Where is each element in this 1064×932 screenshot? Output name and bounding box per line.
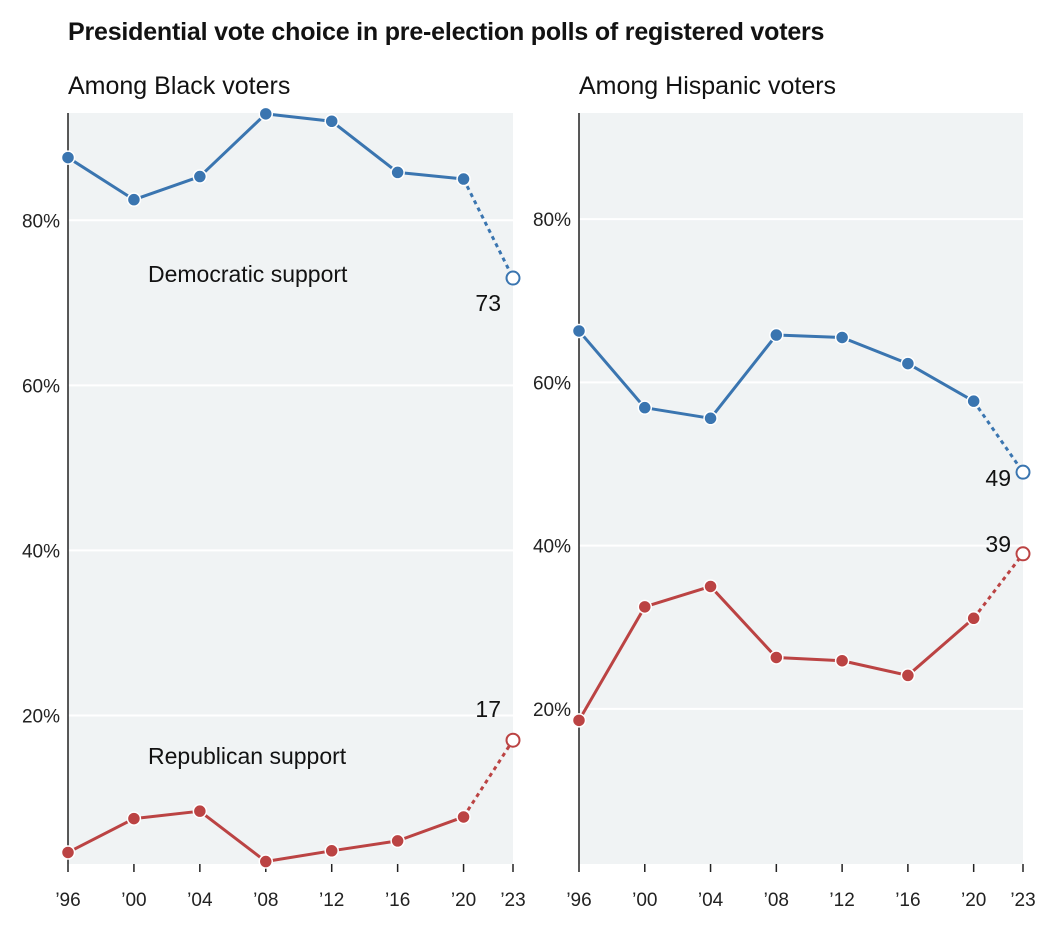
data-point-republican [324,843,339,859]
data-point-republican [126,811,142,826]
x-tick-label: ’16 [385,890,410,911]
panel-title-black: Among Black voters [68,72,291,100]
data-point-republican [192,803,208,819]
plot-background [68,113,513,864]
data-point-republican-latest [505,732,521,748]
y-tick-label: 60% [533,373,571,394]
x-tick-label: ’16 [895,890,920,911]
end-value-label: 73 [475,290,501,316]
data-point-republican [637,599,653,615]
data-point-republican [390,833,405,849]
x-tick-label: ’96 [566,890,591,911]
plot-background [579,113,1023,864]
x-tick-label: ’00 [121,890,146,911]
series-dashed-segment-democratic [462,178,515,279]
data-point-democratic [637,400,653,415]
x-tick-label: ’08 [764,890,789,911]
x-tick-label: ’23 [1010,890,1035,911]
y-tick-label: 60% [22,376,60,397]
y-tick-label: 20% [533,700,571,721]
data-point-republican [769,650,784,665]
x-tick-label: ’04 [187,890,213,911]
y-tick-label: 80% [22,211,60,232]
data-point-democratic [703,411,718,426]
data-point-republican [966,611,981,626]
data-point-democratic-latest [505,270,521,286]
series-dashed-segment-republican [972,552,1025,620]
data-point-republican [571,713,587,728]
y-tick-label: 40% [22,541,60,562]
y-tick-label: 80% [533,210,571,231]
data-point-democratic [60,150,76,165]
data-point-democratic [324,114,339,129]
panel-title-hispanic: Among Hispanic voters [579,72,837,100]
x-tick-label: ’23 [500,890,525,911]
x-tick-label: ’08 [253,890,278,911]
y-tick-label: 20% [22,706,60,727]
data-point-democratic [390,165,405,180]
data-point-democratic-latest [1015,464,1031,480]
data-point-democratic [456,171,471,187]
end-value-label: 17 [475,696,501,722]
x-tick-label: ’04 [698,890,724,911]
x-tick-label: ’12 [829,890,854,911]
data-point-democratic [834,330,850,345]
data-point-democratic [192,169,208,184]
chart-title: Presidential vote choice in pre-election… [68,18,825,46]
x-tick-label: ’96 [55,890,80,911]
end-value-label: 39 [985,531,1011,557]
series-label: Republican support [148,743,347,769]
series-label: Democratic support [148,261,348,287]
data-point-democratic [900,356,916,371]
end-value-label: 49 [985,465,1011,491]
data-point-republican [456,809,471,825]
data-point-republican-latest [1015,546,1031,562]
y-tick-label: 40% [533,537,571,558]
x-tick-label: ’00 [632,890,657,911]
data-point-republican [258,854,274,869]
data-point-republican [834,653,850,668]
x-tick-label: ’20 [451,890,476,911]
x-tick-label: ’12 [319,890,344,911]
x-tick-label: ’20 [961,890,986,911]
data-point-democratic [571,323,587,339]
data-point-democratic [258,106,274,122]
data-point-republican [703,579,718,594]
data-point-democratic [769,327,784,343]
series-dashed-segment-democratic [972,400,1025,474]
data-point-democratic [966,393,981,409]
data-point-republican [900,668,916,683]
data-point-republican [60,845,76,860]
data-point-democratic [126,192,142,207]
